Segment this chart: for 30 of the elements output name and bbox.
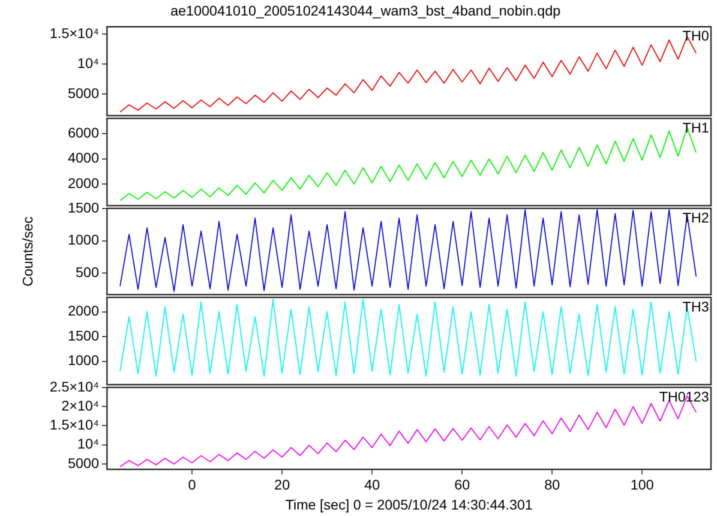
y-tick-label: 2×10⁴ <box>61 397 99 414</box>
y-tick-label: 1.5×10⁴ <box>50 416 99 433</box>
y-axis-title: Counts/sec <box>19 216 36 287</box>
y-tick-label: 1.5×10⁴ <box>50 24 99 41</box>
y-tick-label: 2.5×10⁴ <box>50 378 99 394</box>
x-tick-label: 100 <box>630 476 654 493</box>
y-tick-label: 10⁴ <box>77 436 99 452</box>
chart-title: ae100041010_20051024143044_wam3_bst_4band_nobin.qdp <box>170 2 561 18</box>
series-label: TH3 <box>682 298 710 314</box>
y-tick-label: 2000 <box>68 302 100 319</box>
series-label: TH1 <box>682 119 710 136</box>
y-tick-label: 5000 <box>68 84 100 101</box>
x-tick-label: 40 <box>364 476 380 493</box>
series-label: TH0 <box>682 28 710 44</box>
x-tick-label: 20 <box>274 476 290 493</box>
y-tick-label: 2000 <box>68 174 100 191</box>
x-tick-label: 60 <box>454 476 470 493</box>
y-tick-label: 500 <box>76 264 100 280</box>
x-axis-title: Time [sec] 0 = 2005/10/24 14:30:44.301 <box>285 496 533 512</box>
y-tick-label: 1500 <box>68 327 100 344</box>
series-label: TH0123 <box>659 388 710 404</box>
y-tick-label: 4000 <box>68 150 100 166</box>
y-tick-label: 1000 <box>68 352 100 368</box>
y-tick-label: 1000 <box>68 232 100 248</box>
y-tick-label: 10⁴ <box>77 54 99 71</box>
y-tick-label: 1500 <box>68 199 100 216</box>
x-tick-label: 80 <box>544 476 560 493</box>
y-tick-label: 6000 <box>68 124 100 140</box>
x-tick-label: 0 <box>188 476 196 493</box>
y-tick-label: 5000 <box>68 454 100 471</box>
